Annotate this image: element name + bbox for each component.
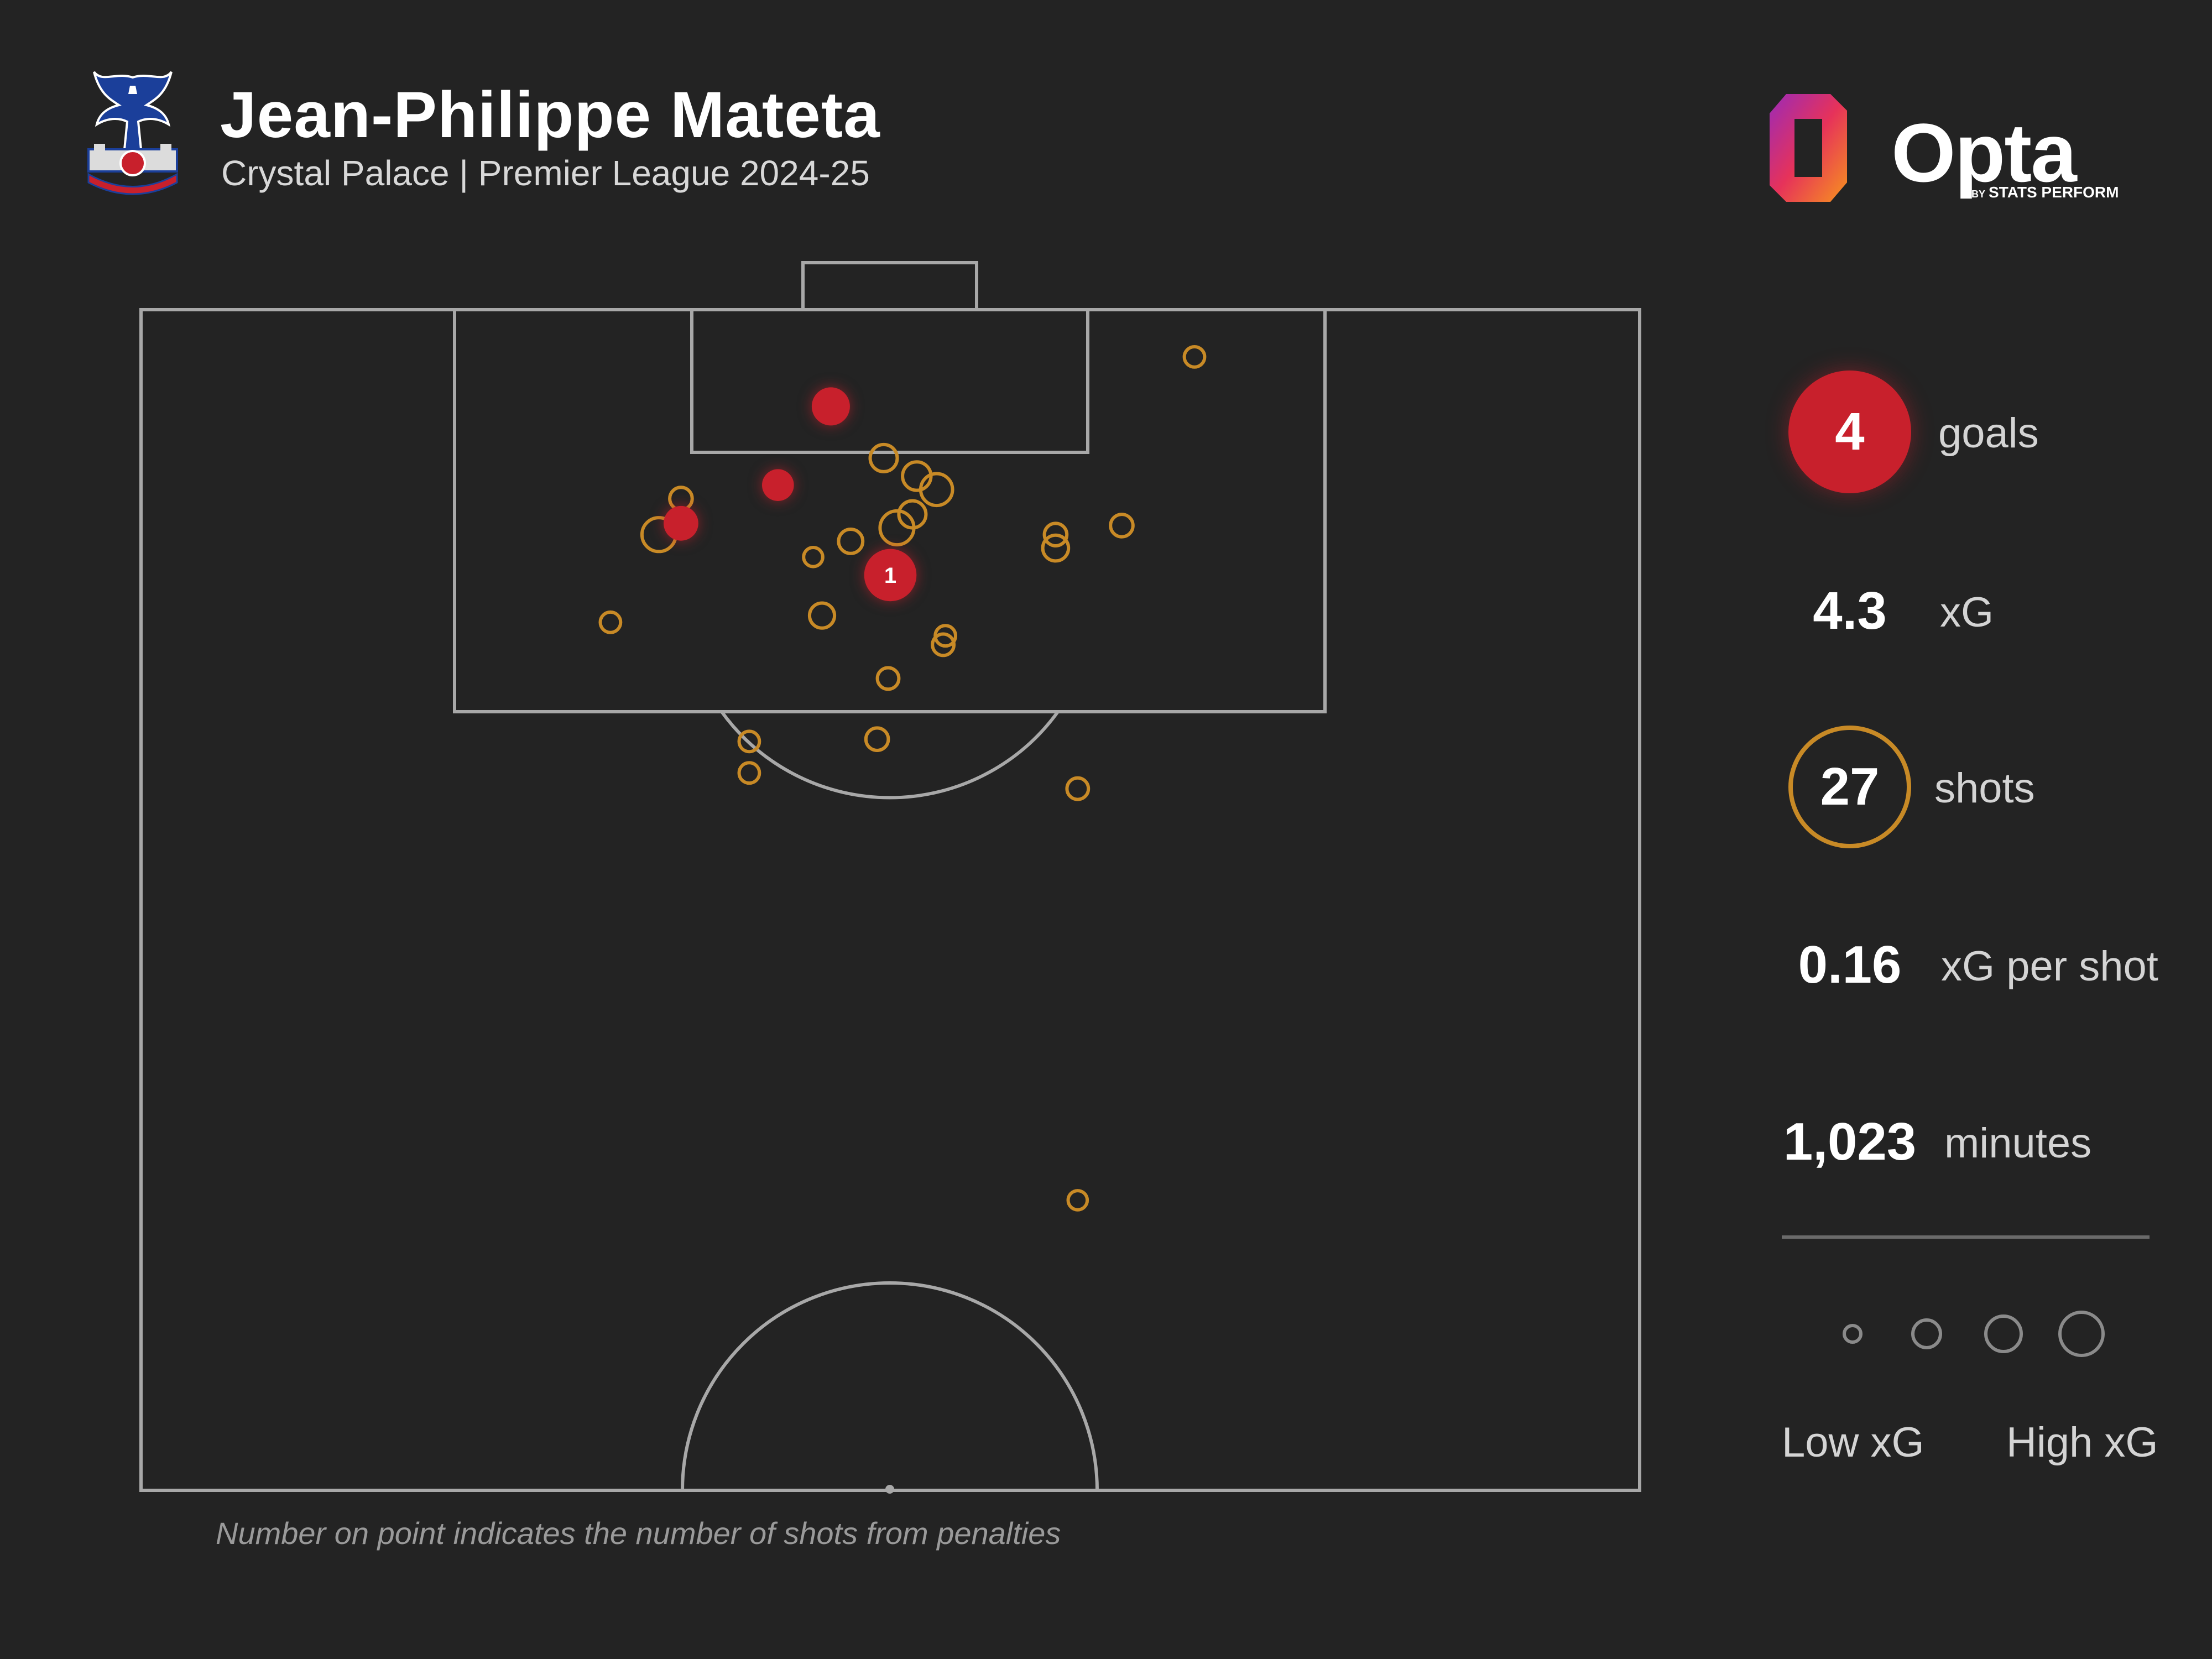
- legend-low-label: Low xG: [1782, 1419, 1924, 1466]
- stat-minutes-value: 1,023: [1783, 1112, 1917, 1171]
- goal-point: [811, 387, 850, 426]
- shot-point: [598, 610, 623, 634]
- footnote: Number on point indicates the number of …: [216, 1516, 1061, 1551]
- page-title: Jean-Philippe Mateta: [220, 79, 880, 152]
- shot-point: [802, 546, 825, 568]
- stat-goals: 4 goals: [1781, 371, 2201, 503]
- stat-xg-value: 4.3: [1813, 581, 1887, 640]
- shot-point: [1041, 533, 1071, 563]
- goal-point: [864, 549, 917, 602]
- opta-byline: BY STATS PERFORM: [1971, 184, 2119, 201]
- shot-point: [1182, 345, 1207, 369]
- shot-point: [737, 761, 761, 785]
- goal-frame: [801, 261, 978, 311]
- shot-point: [837, 528, 865, 555]
- shot-point: [1066, 1189, 1089, 1212]
- stat-shots-label: shots: [1934, 765, 2035, 812]
- shot-point: [1109, 513, 1135, 539]
- page-subtitle: Crystal Palace | Premier League 2024-25: [221, 153, 870, 193]
- shot-point: [875, 666, 901, 691]
- stat-minutes: 1,023 minutes: [1781, 1084, 2201, 1217]
- stat-xg-per-shot-label: xG per shot: [1941, 943, 2158, 990]
- opta-logo-icon: [1770, 94, 1847, 202]
- stat-shots-value: 27: [1820, 757, 1880, 816]
- shot-point: [1065, 776, 1091, 801]
- opta-wordmark: Opta: [1891, 106, 2077, 199]
- stat-shots: 27 shots: [1781, 726, 2201, 858]
- centre-circle: [681, 1281, 1099, 1491]
- penalty-arc: [720, 711, 1060, 800]
- shot-point: [807, 601, 837, 630]
- pitch-outline: [139, 308, 1641, 1492]
- shot-point: [737, 729, 761, 754]
- stat-xg-per-shot-value: 0.16: [1798, 935, 1902, 994]
- shot-point: [919, 472, 954, 508]
- shot-point: [878, 509, 916, 547]
- stat-goals-label: goals: [1938, 410, 2039, 457]
- legend-high-label: High xG: [2006, 1419, 2158, 1466]
- stat-minutes-label: minutes: [1944, 1120, 2092, 1167]
- stat-xg: 4.3 xG: [1781, 553, 2201, 686]
- stats-divider: [1782, 1235, 2150, 1239]
- six-yard-box: [690, 308, 1089, 454]
- shot-badge-icon: [1788, 726, 1911, 848]
- goal-point: [762, 469, 794, 501]
- crystal-palace-crest-icon: [87, 71, 178, 195]
- legend-dot-md: [1984, 1314, 2023, 1353]
- legend-dot-lg: [2058, 1311, 2105, 1357]
- legend-dot-xs: [1843, 1324, 1863, 1344]
- stat-goals-value: 4: [1835, 402, 1865, 461]
- centre-spot: [885, 1485, 894, 1494]
- legend-dot-sm: [1911, 1318, 1942, 1349]
- shot-point: [931, 632, 956, 658]
- stat-xg-label: xG: [1940, 589, 1994, 636]
- shot-point: [868, 442, 899, 473]
- shot-point: [1042, 521, 1069, 548]
- stat-xg-per-shot: 0.16 xG per shot: [1781, 907, 2201, 1040]
- shot-point: [864, 726, 890, 752]
- goal-badge-icon: [1788, 371, 1911, 493]
- penalty-count-label: 1: [884, 564, 896, 588]
- goal-point: [664, 505, 698, 541]
- penalty-area: [453, 308, 1327, 713]
